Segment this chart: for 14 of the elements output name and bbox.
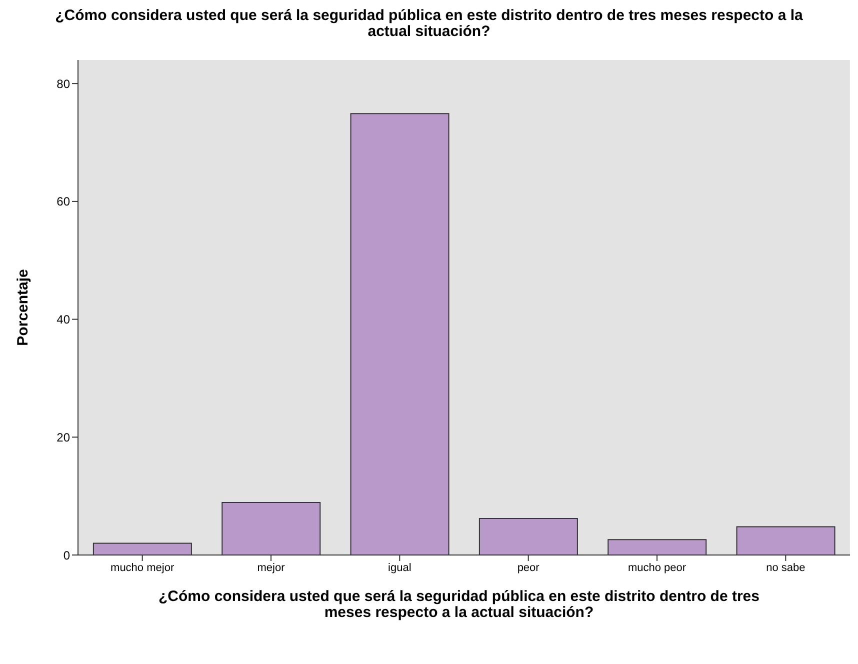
y-tick-label: 60 [56, 194, 70, 209]
x-tick-label: mejor [257, 562, 286, 574]
x-tick-label: igual [388, 562, 412, 574]
y-axis-title: Porcentaje [14, 269, 32, 346]
y-tick-label: 80 [56, 76, 70, 91]
x-axis-title: ¿Cómo considera usted que será la seguridad pública en este distrito dentro de tres meses respecto a la actual situación? [158, 588, 760, 621]
x-tick-label: no sabe [766, 562, 806, 574]
x-tick-label: mucho peor [628, 562, 686, 574]
x-tick-label: mucho mejor [110, 562, 174, 574]
y-tick-label: 40 [56, 312, 70, 327]
y-tick-label: 20 [56, 430, 70, 444]
x-tick-label: peor [517, 562, 540, 574]
y-tick-label: 0 [63, 548, 70, 562]
chart-title: ¿Cómo considera usted que será la seguridad pública en este distrito dentro de tres meses respecto a la actual situación? [54, 7, 804, 40]
